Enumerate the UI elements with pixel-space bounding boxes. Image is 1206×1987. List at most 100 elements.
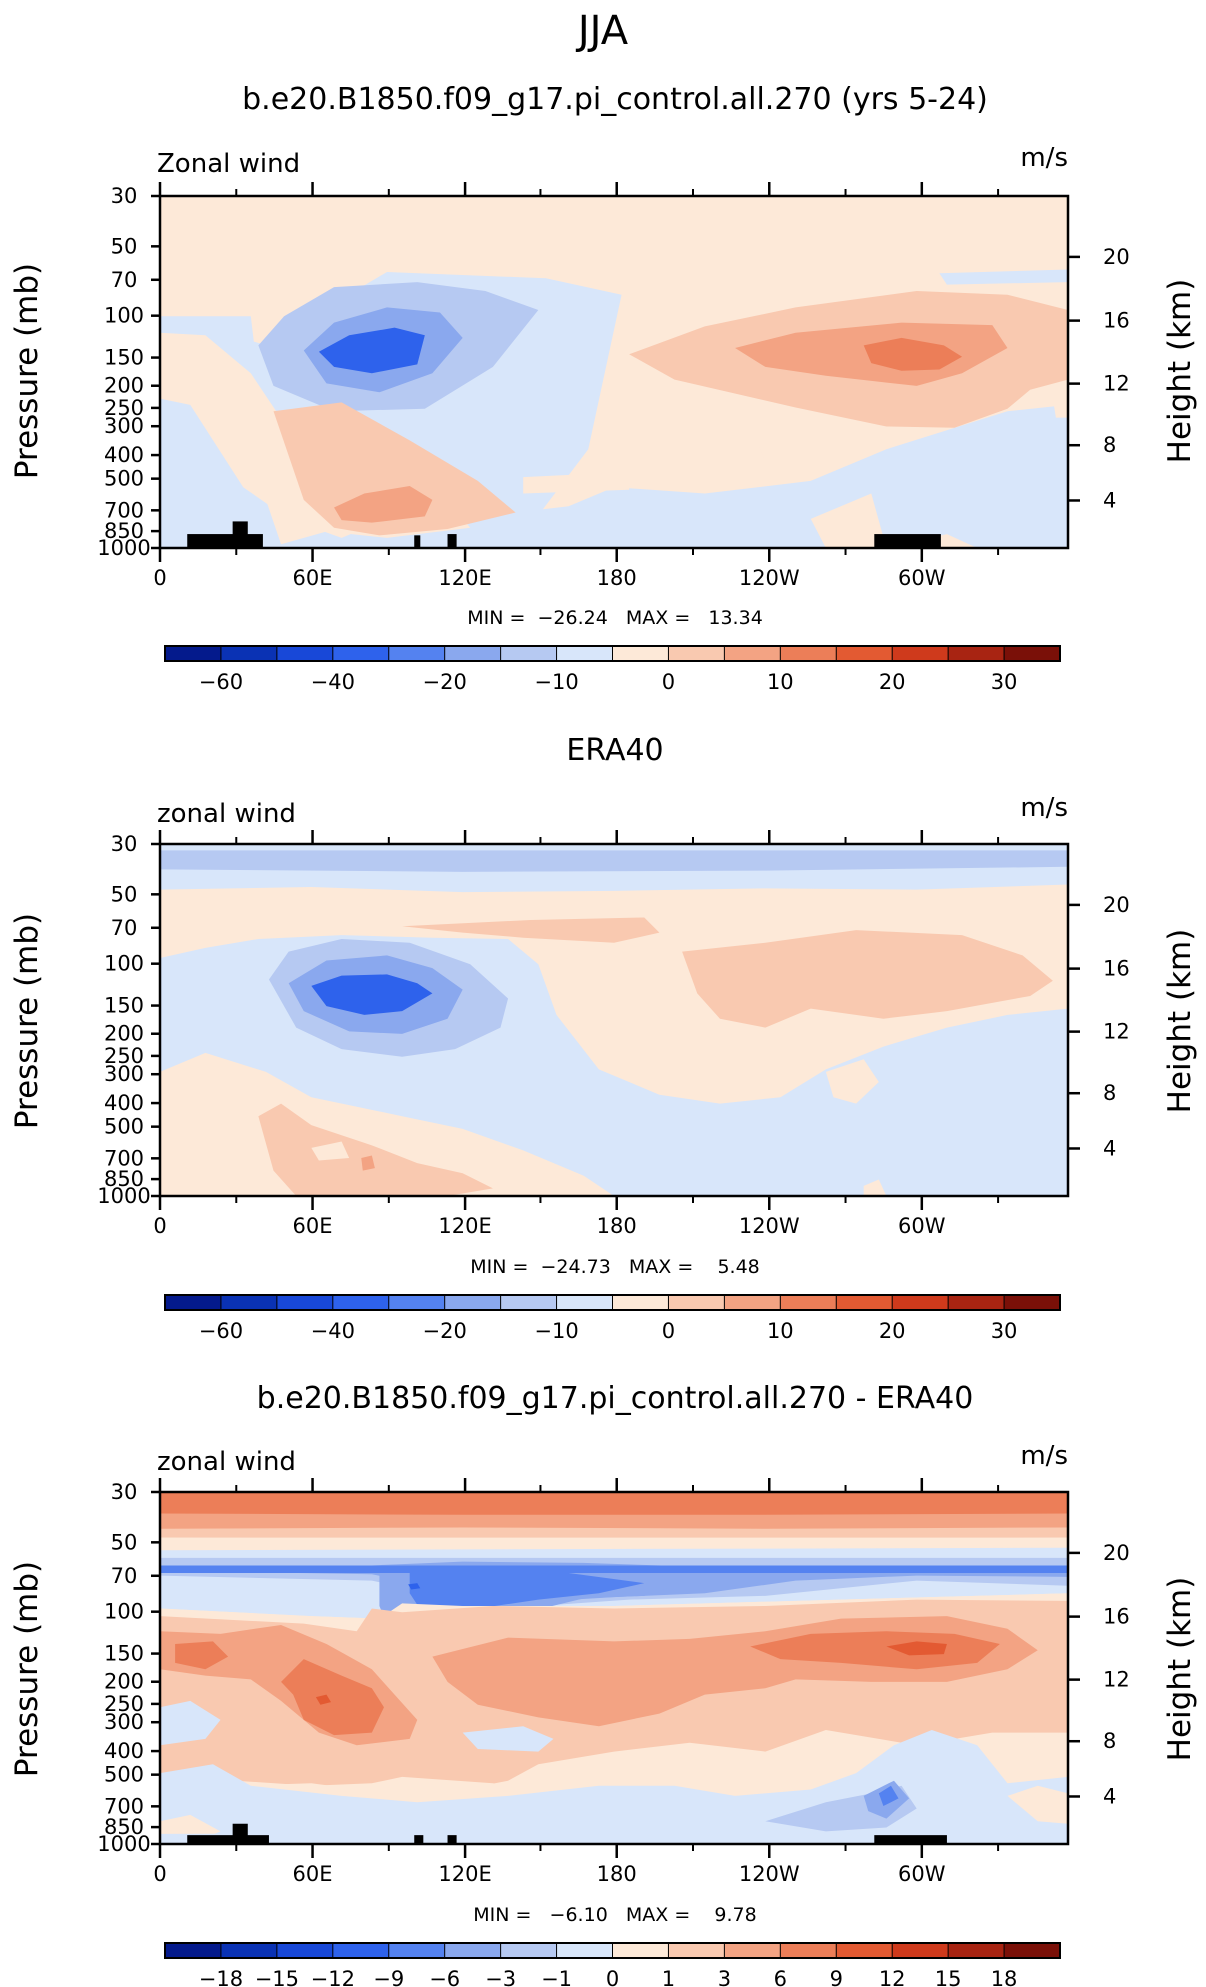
topography-mask (232, 521, 248, 548)
colorbar-swatch (667, 1942, 726, 1959)
contour-region (1052, 398, 1068, 418)
colorbar-swatch (444, 1294, 502, 1311)
panel-title: b.e20.B1850.f09_g17.pi_control.all.270 (… (242, 82, 988, 117)
colorbar-swatch (164, 1942, 222, 1959)
field-label: zonal wind (157, 1447, 296, 1477)
y-tick-label: 70 (111, 268, 138, 292)
y-right-tick-label: 4 (1103, 1136, 1116, 1160)
x-tick-label: 0 (153, 1214, 166, 1238)
figure-suptitle: JJA (575, 8, 629, 54)
contour-region (160, 1565, 1068, 1574)
colorbar-label: 3 (718, 1967, 731, 1987)
min-max-text: MIN = −26.24 MAX = 13.34 (467, 607, 763, 629)
y-tick-label: 1000 (97, 1832, 150, 1856)
x-tick-label: 60W (898, 1214, 946, 1238)
model-zonal-wind-panel: b.e20.B1850.f09_g17.pi_control.all.270 (… (9, 82, 1198, 694)
min-max-text: MIN = −6.10 MAX = 9.78 (473, 1904, 756, 1926)
contour-field (160, 196, 1068, 548)
contour-region (682, 930, 1053, 1028)
colorbar-label: −18 (199, 1967, 243, 1987)
y-tick-label: 300 (104, 1062, 144, 1086)
colorbar-swatch (220, 645, 278, 662)
y-tick-label: 850 (104, 1815, 144, 1839)
topography-mask (232, 1823, 248, 1844)
y-right-tick-label: 12 (1103, 1668, 1130, 1692)
colorbar-label: −9 (373, 1967, 404, 1987)
colorbar-swatch (891, 1294, 950, 1311)
colorbar-label: −6 (429, 1967, 460, 1987)
colorbar-frame (164, 645, 1061, 662)
contour-region (1007, 1785, 1068, 1824)
y-tick-label: 150 (104, 1642, 144, 1666)
y-tick-label: 200 (104, 374, 144, 398)
y-tick-label: 400 (104, 1091, 144, 1115)
colorbar-label: −10 (534, 670, 578, 694)
colorbar-swatch (220, 1294, 278, 1311)
colorbar-swatch (444, 645, 502, 662)
colorbar-swatch (612, 645, 670, 662)
y-tick-label: 300 (104, 1710, 144, 1734)
colorbar: −60 −40 −20 −10 0 10 20 30 (164, 645, 1061, 694)
colorbar-swatch (276, 645, 334, 662)
colorbar-label: 12 (879, 1967, 906, 1987)
contour-region (311, 1141, 350, 1161)
contour-region (160, 1537, 1068, 1551)
colorbar-swatch (556, 645, 614, 662)
contour-region (757, 439, 838, 462)
colorbar-frame (164, 1294, 1061, 1311)
y-tick-label: 100 (104, 952, 144, 976)
contour-region (750, 1631, 1000, 1670)
x-tick-label: 120E (438, 1862, 491, 1886)
contour-region (311, 974, 433, 1015)
colorbar-swatch (332, 1294, 390, 1311)
y-axis-right-label: Height (km) (1162, 1577, 1198, 1762)
y-right-tick-label: 16 (1103, 957, 1130, 981)
y-right-tick-label: 20 (1103, 1541, 1130, 1565)
contour-region (281, 1659, 384, 1736)
colorbar-swatch (779, 1942, 838, 1959)
x-tick-label: 180 (597, 1214, 637, 1238)
colorbar-label: 10 (767, 1319, 794, 1343)
contour-region (334, 485, 433, 523)
y-axis-right-label: Height (km) (1162, 929, 1198, 1114)
contour-region (402, 917, 660, 943)
y-tick-label: 850 (104, 519, 144, 543)
colorbar-swatch (444, 1942, 502, 1959)
contour-region (160, 1492, 1068, 1515)
colorbar-label: −15 (255, 1967, 299, 1987)
y-axis-label: Pressure (mb) (9, 1561, 45, 1777)
y-right-tick-label: 8 (1103, 433, 1116, 457)
colorbar-swatch (779, 1294, 838, 1311)
colorbar-swatch (388, 645, 446, 662)
x-tick-label: 60E (293, 1862, 333, 1886)
y-tick-label: 70 (111, 1564, 138, 1588)
y-tick-label: 300 (104, 414, 144, 438)
y-right-tick-label: 8 (1103, 1729, 1116, 1753)
colorbar-label: 9 (830, 1967, 843, 1987)
topography-mask (447, 534, 457, 548)
y-tick-label: 30 (111, 184, 138, 208)
y-tick-label: 500 (104, 1763, 144, 1787)
colorbar-swatch (723, 645, 782, 662)
y-axis-label: Pressure (mb) (9, 913, 45, 1129)
colorbar-swatch (891, 645, 950, 662)
y-right-tick-label: 16 (1103, 1605, 1130, 1629)
x-tick-label: 60E (293, 1214, 333, 1238)
contour-region (361, 1155, 375, 1171)
contour-region (408, 1583, 421, 1590)
colorbar-swatch (891, 1942, 950, 1959)
units-label: m/s (1020, 793, 1068, 823)
x-tick-label: 180 (597, 566, 637, 590)
colorbar-label: −1 (541, 1967, 572, 1987)
y-tick-label: 250 (104, 396, 144, 420)
colorbar: −18 −15 −12 −9 −6 −3 −1 0 1 3 6 9 12 15 18 (164, 1942, 1061, 1987)
contour-region (258, 1103, 493, 1196)
contour-region (939, 269, 1068, 285)
colorbar-swatch (723, 1942, 782, 1959)
contour-region (160, 850, 1068, 872)
x-tick-label: 120E (438, 1214, 491, 1238)
x-tick-label: 180 (597, 1862, 637, 1886)
